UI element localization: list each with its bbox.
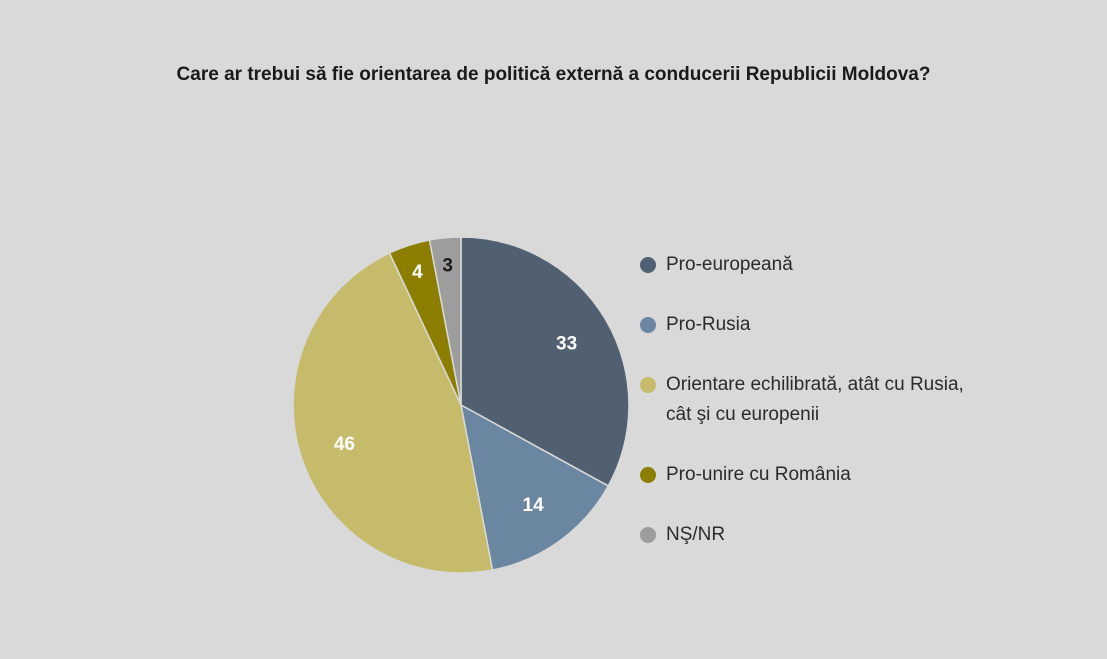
legend-marker-orientare-echilibrata — [640, 377, 656, 393]
legend-marker-ns-nr — [640, 527, 656, 543]
pie-slices — [292, 236, 630, 574]
legend-item-pro-unire: Pro-unire cu România — [640, 464, 851, 490]
pie-slice-pro-europeana — [460, 236, 630, 487]
legend-item-pro-europeana: Pro-europeană — [640, 254, 793, 280]
pie-data-labels: 33 14 46 4 3 — [334, 256, 577, 517]
legend-label-pro-rusia: Pro-Rusia — [666, 314, 751, 335]
legend-marker-pro-rusia — [640, 317, 656, 333]
legend-item-ns-nr: NŞ/NR — [640, 524, 725, 550]
data-label-orientare-echilibrata: 46 — [334, 434, 355, 455]
pie-slice-ns-nr — [428, 236, 462, 406]
pie-slice-orientare-echilibrata — [292, 251, 494, 574]
data-label-pro-unire: 4 — [412, 262, 423, 283]
legend-label-ns-nr: NŞ/NR — [666, 524, 726, 545]
data-label-ns-nr: 3 — [442, 256, 453, 277]
legend-label-pro-unire: Pro-unire cu România — [666, 464, 851, 485]
data-label-pro-europeana: 33 — [556, 334, 577, 355]
legend-marker-pro-unire — [640, 467, 656, 483]
legend-marker-pro-europeana — [640, 257, 656, 273]
legend-item-pro-rusia: Pro-Rusia — [640, 314, 750, 340]
pie-slice-pro-rusia — [459, 403, 610, 571]
legend-label-orientare-echilibrata: Orientare echilibrată, atât cu Rusia, câ… — [666, 374, 964, 425]
legend-item-orientare-echilibrata: Orientare echilibrată, atât cu Rusia, câ… — [640, 374, 966, 430]
legend-label-pro-europeana: Pro-europeană — [666, 254, 793, 275]
data-label-pro-rusia: 14 — [523, 495, 545, 516]
chart-title: Care ar trebui să fie orientarea de poli… — [176, 64, 931, 85]
